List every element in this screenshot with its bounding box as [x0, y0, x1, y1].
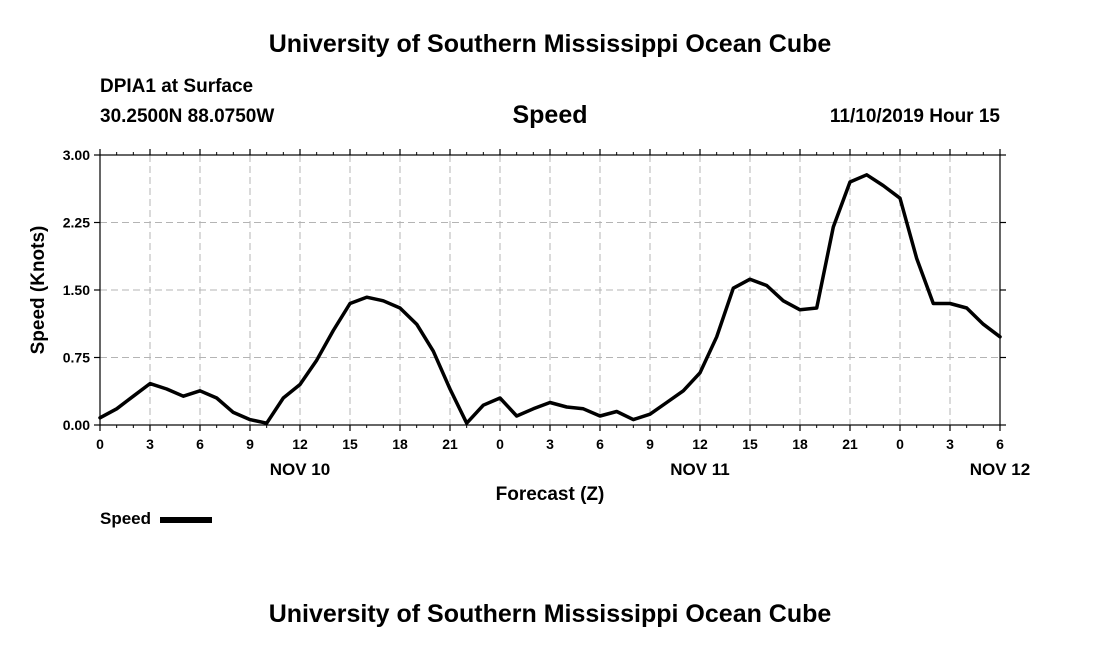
x-tick-label: 3 [946, 436, 954, 452]
x-tick-label: 3 [146, 436, 154, 452]
y-tick-label: 2.25 [63, 215, 90, 231]
x-tick-label: 21 [442, 436, 458, 452]
x-tick-label: 3 [546, 436, 554, 452]
x-tick-label: 18 [392, 436, 408, 452]
day-label: NOV 11 [670, 460, 730, 479]
x-tick-label: 9 [246, 436, 254, 452]
y-tick-label: 1.50 [63, 282, 90, 298]
x-tick-label: 21 [842, 436, 858, 452]
x-tick-label: 0 [896, 436, 904, 452]
page-title-bottom: University of Southern Mississippi Ocean… [268, 600, 832, 628]
x-tick-label: 6 [196, 436, 204, 452]
x-tick-label: 15 [342, 436, 358, 452]
axis-tick-labels: 0 3 6 9 12 15 18 21 0 3 6 9 12 15 18 21 0 3 6 0.00 0.75 1.50 2… [63, 147, 1030, 479]
x-tick-label: 12 [292, 436, 308, 452]
station-label: DPIA1 at Surface [100, 76, 254, 97]
x-tick-label: 18 [792, 436, 808, 452]
day-label: NOV 12 [970, 460, 1030, 479]
legend-swatch [160, 517, 212, 523]
day-label: NOV 10 [270, 460, 330, 479]
y-tick-label: 3.00 [63, 147, 90, 163]
speed-series-line [98, 173, 1002, 425]
x-tick-label: 6 [996, 436, 1004, 452]
x-tick-label: 0 [96, 436, 104, 452]
grid-lines [100, 155, 1000, 425]
y-tick-label: 0.00 [63, 417, 90, 433]
x-tick-label: 0 [496, 436, 504, 452]
y-tick-label: 0.75 [63, 350, 90, 366]
x-tick-label: 9 [646, 436, 654, 452]
page-title-top: University of Southern Mississippi Ocean… [268, 30, 832, 58]
legend-label: Speed [100, 509, 152, 528]
x-tick-label: 15 [742, 436, 758, 452]
timestamp-label: 11/10/2019 Hour 15 [829, 106, 1000, 127]
x-axis-label: Forecast (Z) [496, 484, 605, 505]
x-tick-label: 6 [596, 436, 604, 452]
axis-ticks [94, 149, 1006, 431]
x-tick-label: 12 [692, 436, 708, 452]
coordinates-label: 30.2500N 88.0750W [100, 106, 275, 127]
y-axis-label: Speed (Knots) [28, 226, 49, 355]
chart-title: Speed [512, 101, 588, 129]
